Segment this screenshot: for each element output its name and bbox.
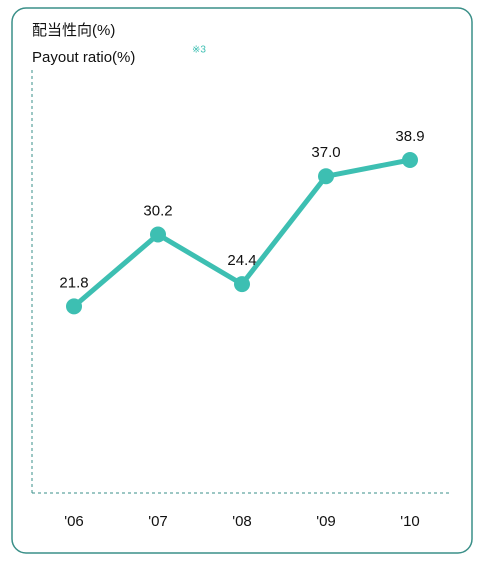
note-marker: ※3 [192, 45, 206, 56]
data-label: 21.8 [59, 274, 88, 291]
x-tick-label: '10 [400, 513, 420, 530]
chart-title: 配当性向(%) [32, 22, 115, 39]
data-label: 37.0 [311, 144, 340, 161]
data-label: 30.2 [143, 202, 172, 219]
chart-subtitle: Payout ratio(%) [32, 49, 135, 66]
x-tick-label: '09 [316, 513, 336, 530]
data-label: 38.9 [395, 128, 424, 145]
x-tick-label: '08 [232, 513, 252, 530]
x-tick-label: '07 [148, 513, 168, 530]
data-point [234, 276, 250, 293]
data-label: 24.4 [227, 252, 256, 269]
data-point [402, 152, 418, 169]
data-point [66, 298, 82, 315]
x-tick-label: '06 [64, 513, 84, 530]
data-point [150, 226, 166, 243]
data-point [318, 168, 334, 185]
